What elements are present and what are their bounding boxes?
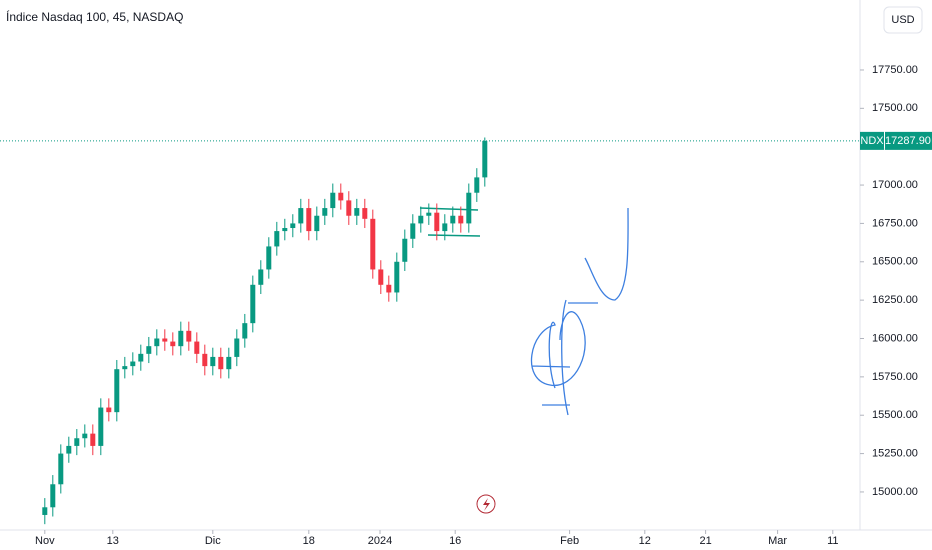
candle-body	[434, 212, 440, 232]
candle-body	[314, 215, 320, 232]
candle-body	[450, 215, 456, 224]
candle-body	[354, 208, 360, 216]
event-icon-bolt	[483, 498, 490, 511]
y-tick-label: 15250.00	[872, 447, 918, 459]
y-tick-label: 16250.00	[872, 294, 918, 306]
chart-title: Índice Nasdaq 100, 45, NASDAQ	[6, 9, 183, 24]
candle-body	[346, 200, 352, 216]
candle-body	[146, 346, 152, 354]
freehand-drawing	[530, 207, 629, 416]
x-tick-label: 21	[699, 535, 711, 547]
candle-body	[426, 212, 432, 216]
x-tick-label: Nov	[35, 535, 55, 547]
x-tick-label: 11	[827, 535, 838, 547]
candle-body	[362, 208, 368, 219]
currency[interactable]: USD	[891, 14, 914, 26]
candle-body	[410, 223, 416, 239]
candle-body	[42, 507, 48, 515]
candle-body	[370, 218, 376, 270]
candle-body	[226, 356, 232, 370]
candle-body	[274, 231, 280, 247]
candle-body	[306, 208, 312, 232]
y-tick-label: 15000.00	[872, 486, 918, 498]
candle-body	[466, 192, 472, 224]
symbol-label: NDX	[860, 135, 884, 147]
candle-body	[258, 269, 264, 285]
candle-body	[162, 338, 168, 342]
candle-body	[266, 246, 272, 270]
x-tick-label: 18	[303, 535, 315, 547]
y-tick-label: 16500.00	[872, 256, 918, 268]
last-price-label: 17287.90	[885, 135, 931, 147]
candle-body	[98, 407, 104, 446]
candle-body	[418, 215, 424, 224]
candle-body	[154, 338, 160, 347]
candle-body	[178, 330, 184, 347]
candle-body	[186, 330, 192, 342]
x-tick-label: 12	[639, 535, 651, 547]
candle-body	[330, 192, 336, 209]
candle-body	[138, 353, 144, 362]
x-tick-label: Feb	[560, 535, 579, 547]
candle-body	[402, 238, 408, 262]
candle-body	[58, 453, 64, 485]
y-tick-label: 15500.00	[872, 409, 918, 421]
x-tick-label: Dic	[205, 535, 221, 547]
candle-body	[170, 341, 176, 347]
candle-body	[298, 208, 304, 224]
x-tick-label: 2024	[368, 535, 392, 547]
candle-body	[82, 433, 88, 439]
candle-body	[218, 356, 224, 370]
candle-body	[322, 208, 328, 216]
candle-body	[106, 407, 112, 413]
y-tick-label: 17500.00	[872, 102, 918, 114]
candle-body	[242, 323, 248, 339]
candle-body	[442, 223, 448, 232]
candle-body	[250, 284, 256, 324]
candle-body	[282, 228, 288, 232]
candle-body	[458, 215, 464, 224]
x-tick-label: Mar	[768, 535, 787, 547]
candle-body	[338, 192, 344, 201]
symbol-tag	[860, 131, 884, 150]
candle-body	[74, 438, 80, 446]
currency-button[interactable]	[883, 6, 923, 34]
candle-body	[202, 353, 208, 367]
candle-body	[114, 369, 120, 413]
candle-body	[66, 445, 72, 454]
candle-body	[290, 223, 296, 229]
candle-body	[50, 484, 56, 508]
x-tick-label: 13	[107, 535, 119, 547]
candle-body	[210, 356, 216, 367]
candle-body	[394, 261, 400, 293]
y-tick-label: 17000.00	[872, 179, 918, 191]
candle-body	[386, 284, 392, 293]
y-tick-label: 16750.00	[872, 217, 918, 229]
candle-body	[122, 366, 128, 370]
candle-body	[482, 140, 488, 178]
y-tick-label: 17750.00	[872, 64, 918, 76]
drawing-line	[427, 234, 481, 237]
x-tick-label: 16	[449, 535, 461, 547]
y-tick-label: 16000.00	[872, 332, 918, 344]
candle-body	[378, 269, 384, 285]
candle-body	[130, 361, 136, 367]
candle-body	[234, 338, 240, 357]
candle-body	[90, 433, 96, 446]
last-price-tag	[885, 131, 932, 150]
candle-body	[194, 341, 200, 354]
candle-body	[474, 177, 480, 193]
y-tick-label: 15750.00	[872, 371, 918, 383]
